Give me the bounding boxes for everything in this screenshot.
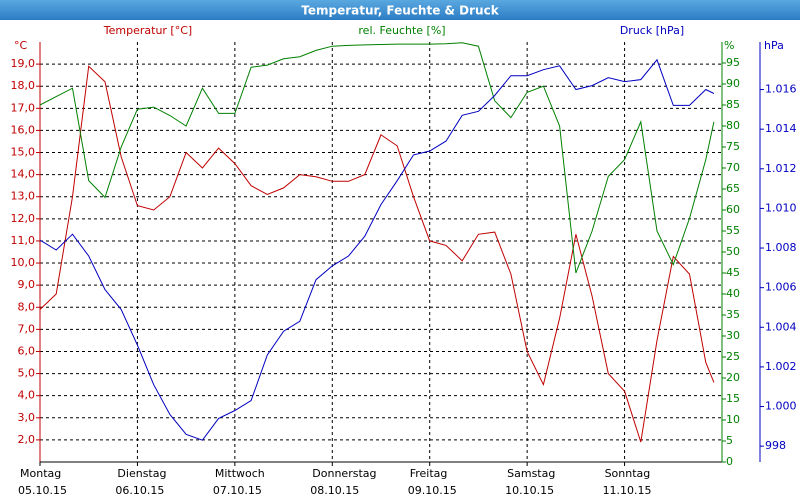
y-tick-label: 4,0 [18, 389, 36, 402]
x-tick-label: Montag [20, 467, 61, 480]
y2-tick-label: 25 [726, 350, 740, 363]
y2-tick-label: 5 [726, 434, 733, 447]
y-tick-label: 14,0 [11, 168, 36, 181]
y-unit: °C [14, 39, 28, 52]
y2-tick-label: 55 [726, 224, 740, 237]
y3-tick-label: 1.014 [765, 122, 797, 135]
y3-tick-label: 1.000 [765, 400, 797, 413]
y-tick-label: 13,0 [11, 190, 36, 203]
y2-tick-label: 45 [726, 266, 740, 279]
y2-tick-label: 20 [726, 371, 740, 384]
y-tick-label: 17,0 [11, 101, 36, 114]
y-tick-label: 10,0 [11, 256, 36, 269]
y-tick-label: 2,0 [18, 433, 36, 446]
legend-entry: Druck [hPa] [620, 24, 684, 37]
series-line [39, 65, 715, 443]
y-tick-label: 12,0 [11, 212, 36, 225]
y2-tick-label: 50 [726, 245, 740, 258]
y3-tick-label: 998 [765, 439, 786, 452]
y2-tick-label: 80 [726, 119, 740, 132]
series-line [39, 42, 715, 274]
y3-tick-label: 1.006 [765, 281, 797, 294]
y2-tick-label: 85 [726, 98, 740, 111]
y2-tick-label: 35 [726, 308, 740, 321]
x-tick-date: 11.10.15 [603, 484, 652, 497]
x-tick-date: 09.10.15 [408, 484, 457, 497]
y2-tick-label: 70 [726, 161, 740, 174]
series-line [39, 58, 715, 441]
x-tick-label: Dienstag [117, 467, 166, 480]
y2-tick-label: 15 [726, 392, 740, 405]
y2-tick-label: 60 [726, 203, 740, 216]
y2-tick-label: 0 [726, 455, 733, 468]
y3-tick-label: 1.004 [765, 320, 797, 333]
y3-tick-label: 1.016 [765, 83, 797, 96]
y2-tick-label: 30 [726, 329, 740, 342]
legend-entry: Temperatur [°C] [103, 24, 192, 37]
y-tick-label: 5,0 [18, 367, 36, 380]
y3-unit: hPa [764, 39, 784, 52]
y-tick-label: 16,0 [11, 123, 36, 136]
y2-tick-label: 90 [726, 77, 740, 90]
y-tick-label: 6,0 [18, 344, 36, 357]
y3-tick-label: 1.012 [765, 162, 797, 175]
x-tick-label: Freitag [410, 467, 448, 480]
y2-tick-label: 75 [726, 140, 740, 153]
y-tick-label: 9,0 [18, 278, 36, 291]
y-tick-label: 11,0 [11, 234, 36, 247]
y2-tick-label: 10 [726, 413, 740, 426]
y3-tick-label: 1.002 [765, 360, 797, 373]
title-bar [0, 0, 800, 20]
y-tick-label: 7,0 [18, 322, 36, 335]
y-tick-label: 19,0 [11, 57, 36, 70]
x-tick-date: 06.10.15 [115, 484, 164, 497]
y-tick-label: 3,0 [18, 411, 36, 424]
x-tick-label: Samstag [507, 467, 555, 480]
y-tick-label: 18,0 [11, 79, 36, 92]
y2-tick-label: 95 [726, 56, 740, 69]
y-tick-label: 15,0 [11, 146, 36, 159]
x-tick-label: Donnerstag [312, 467, 376, 480]
x-tick-label: Mittwoch [215, 467, 265, 480]
y2-unit: % [724, 39, 734, 52]
y3-tick-label: 1.008 [765, 241, 797, 254]
y3-tick-label: 1.010 [765, 201, 797, 214]
y2-tick-label: 65 [726, 182, 740, 195]
x-tick-date: 08.10.15 [310, 484, 359, 497]
x-tick-date: 07.10.15 [213, 484, 262, 497]
chart-title: Temperatur, Feuchte & Druck [301, 4, 499, 18]
x-tick-date: 10.10.15 [505, 484, 554, 497]
legend-entry: rel. Feuchte [%] [358, 24, 445, 37]
x-tick-date: 05.10.15 [18, 484, 67, 497]
y2-tick-label: 40 [726, 287, 740, 300]
x-tick-label: Sonntag [605, 467, 651, 480]
y-tick-label: 8,0 [18, 300, 36, 313]
